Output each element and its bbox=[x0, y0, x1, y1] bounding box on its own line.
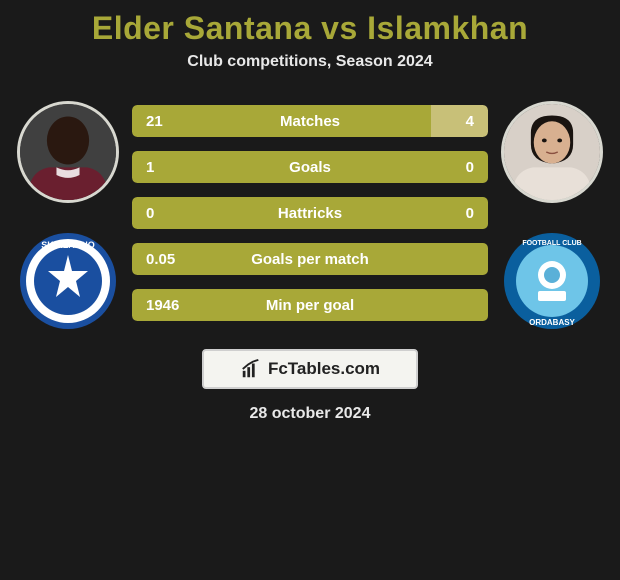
stats-column: 21Matches4 1Goals0 0Hattricks0 0.05Goals pe… bbox=[132, 101, 488, 321]
svg-text:FOOTBALL CLUB: FOOTBALL CLUB bbox=[522, 240, 581, 247]
svg-text:SK KLADNO: SK KLADNO bbox=[41, 240, 95, 250]
subtitle: Club competitions, Season 2024 bbox=[8, 53, 612, 71]
comparison-card: Elder Santana vs Islamkhan Club competit… bbox=[0, 0, 620, 433]
stat-bar-left bbox=[132, 105, 431, 137]
page-title: Elder Santana vs Islamkhan bbox=[8, 10, 612, 47]
stat-bar-right bbox=[431, 105, 488, 137]
brand-badge: FcTables.com bbox=[202, 349, 418, 389]
chart-icon bbox=[240, 358, 262, 380]
player-left-avatar bbox=[17, 101, 119, 203]
avatar-right-icon bbox=[504, 104, 600, 200]
club-badge-left-icon: SK KLADNO bbox=[18, 231, 118, 331]
right-player-column: FOOTBALL CLUB ORDABASY bbox=[498, 101, 606, 331]
stat-bar-left bbox=[132, 243, 488, 275]
stat-row: 1Goals0 bbox=[132, 151, 488, 183]
stat-bar-left bbox=[132, 289, 488, 321]
comparison-area: SK KLADNO 21Matches4 1Goals0 0Hattricks0 0.… bbox=[8, 101, 612, 331]
footer-date: 28 october 2024 bbox=[8, 405, 612, 423]
stat-row: 21Matches4 bbox=[132, 105, 488, 137]
player-right-club-badge: FOOTBALL CLUB ORDABASY bbox=[502, 231, 602, 331]
stat-row: 0.05Goals per match bbox=[132, 243, 488, 275]
player-right-avatar bbox=[501, 101, 603, 203]
svg-text:ORDABASY: ORDABASY bbox=[529, 318, 575, 327]
brand-text: FcTables.com bbox=[268, 359, 380, 379]
avatar-left-icon bbox=[20, 104, 116, 200]
left-player-column: SK KLADNO bbox=[14, 101, 122, 331]
stat-bar-left bbox=[132, 197, 488, 229]
player-left-club-badge: SK KLADNO bbox=[18, 231, 118, 331]
stat-row: 0Hattricks0 bbox=[132, 197, 488, 229]
club-badge-right-icon: FOOTBALL CLUB ORDABASY bbox=[502, 231, 602, 331]
stat-row: 1946Min per goal bbox=[132, 289, 488, 321]
stat-bar-left bbox=[132, 151, 488, 183]
